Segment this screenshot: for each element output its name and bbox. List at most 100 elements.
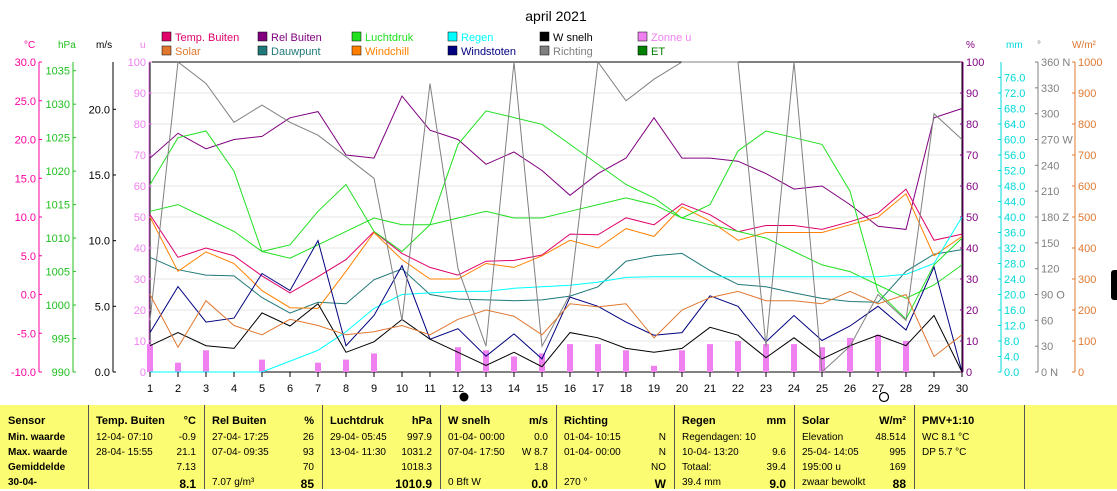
- hpa-axis-unit: hPa: [58, 40, 76, 51]
- pct-tick-label: 40: [966, 243, 978, 255]
- legend-swatch: [161, 31, 172, 42]
- stats-cell-label: WC 8.1 °C: [922, 432, 970, 443]
- stats-section: Temp. Buiten °C 12-04- 07:10 -0.9 28-04- 15:…: [88, 405, 205, 491]
- stats-cell-label: 25-04- 14:05: [802, 447, 859, 458]
- stats-cell-label: 10-04- 13:20: [682, 447, 739, 458]
- stats-cell-label: Totaal:: [682, 462, 712, 473]
- sun-hours-bar: [707, 344, 713, 372]
- stats-cell-value: 995: [889, 447, 906, 458]
- sun-hours-bar: [791, 344, 797, 372]
- u-tick-label: 0: [140, 367, 146, 379]
- legend-swatch: [351, 31, 362, 42]
- temp-tick-label: -10.0: [11, 367, 36, 379]
- mm-tick-label: 40.0: [1004, 212, 1025, 224]
- wm2-tick-label: 400: [1078, 243, 1096, 255]
- stats-cell-value: 21.1: [176, 447, 196, 458]
- stats-cell-value: N: [658, 432, 666, 443]
- x-tick-label: 17: [592, 383, 604, 395]
- sun-hours-bar: [315, 362, 321, 372]
- wm2-tick-label: 700: [1078, 150, 1096, 162]
- sun-hours-bar: [371, 353, 377, 372]
- ms-tick-label: 0.0: [95, 367, 110, 379]
- sun-hours-bar: [343, 359, 349, 372]
- sun-hours-bar: [259, 359, 265, 372]
- stats-cell-label: Min. waarde: [8, 432, 66, 443]
- legend-swatch: [637, 45, 648, 56]
- stats-cell-value: 0.0: [531, 477, 548, 491]
- stats-cell-label: 01-04- 00:00: [448, 432, 505, 443]
- chart-axes: °C 30.0 25.0 20.0 15.0 10.0 5.0 0.0 -5.0 -10.0 hPa…: [11, 40, 1103, 379]
- chart-series: [149, 60, 963, 374]
- wm2-tick-label: 900: [1078, 88, 1096, 100]
- stats-cell-value: NO: [651, 462, 666, 473]
- stats-cell-value: N: [658, 447, 666, 458]
- temp-axis-unit: °C: [24, 40, 35, 51]
- hpa-tick-label: 1030: [46, 99, 70, 111]
- x-tick-label: 27: [872, 383, 884, 395]
- mm-tick-label: 16.0: [1004, 305, 1025, 317]
- stats-cell-value: 1.8: [534, 462, 548, 473]
- legend-label: Richting: [553, 46, 593, 58]
- wm2-tick-label: 200: [1078, 305, 1096, 317]
- stats-cell-value: 26: [302, 432, 314, 443]
- x-tick-label: 25: [816, 383, 828, 395]
- hpa-tick-label: 1015: [46, 200, 70, 212]
- deg-tick-label: 360 N: [1041, 57, 1070, 69]
- stats-section-header: Rel Buiten: [212, 415, 267, 427]
- deg-tick-label: 300: [1041, 109, 1059, 121]
- chart-legend: Temp. Buiten Solar Rel Buiten Dauwpunt Lucht…: [161, 31, 691, 58]
- wm2-tick-label: 100: [1078, 336, 1096, 348]
- mm-tick-label: 60.0: [1004, 135, 1025, 147]
- u-tick-label: 80: [134, 119, 146, 131]
- x-tick-label: 3: [203, 383, 209, 395]
- stats-cell-label: DP 5.7 °C: [922, 447, 967, 458]
- stats-cell-value: W: [654, 477, 666, 491]
- stats-cell-label: 0 Bft W: [448, 477, 481, 488]
- stats-section: Richting 01-04- 10:15 N 01-04- 00:00 N NO 270 …: [556, 405, 675, 491]
- mm-tick-label: 32.0: [1004, 243, 1025, 255]
- side-tab-icon[interactable]: [1111, 270, 1117, 300]
- u-tick-label: 30: [134, 274, 146, 286]
- x-tick-label: 26: [844, 383, 856, 395]
- x-tick-label: 13: [480, 383, 492, 395]
- weather-chart: °C30.025.020.015.010.05.00.0-5.0-10.0hPa…: [11, 8, 1103, 403]
- stats-cell-value: 70: [302, 462, 314, 473]
- ms-tick-label: 10.0: [89, 236, 110, 248]
- sun-hours-bar: [539, 353, 545, 372]
- wm2-axis-unit: W/m²: [1072, 40, 1097, 51]
- series-line-windchill: [149, 192, 963, 309]
- series-line-windstoten: [149, 239, 963, 373]
- sun-hours-bar: [651, 365, 657, 372]
- stats-section-header: Regen: [682, 415, 716, 427]
- legend-swatch: [539, 45, 550, 56]
- full-moon-icon: [878, 391, 890, 403]
- pct-tick-label: 20: [966, 305, 978, 317]
- stats-cell-label: zwaar bewolkt: [802, 477, 866, 488]
- hpa-tick-label: 995: [52, 334, 70, 346]
- stats-section-header: Luchtdruk: [330, 415, 384, 427]
- stats-cell-value: 9.6: [772, 447, 786, 458]
- mm-tick-label: 48.0: [1004, 181, 1025, 193]
- stats-cell-label: Regendagen: 10: [682, 432, 756, 443]
- pct-tick-label: 60: [966, 181, 978, 193]
- stats-cell-label: 07-04- 17:50: [448, 447, 505, 458]
- mm-tick-label: 44.0: [1004, 197, 1025, 209]
- pct-tick-label: 0: [966, 367, 972, 379]
- legend-label: Zonne u: [651, 32, 691, 44]
- legend-label: W snelh: [553, 32, 593, 44]
- x-tick-label: 21: [704, 383, 716, 395]
- pct-tick-label: 30: [966, 274, 978, 286]
- temp-tick-label: 0.0: [21, 290, 36, 302]
- stats-cell-value: -0.9: [178, 432, 196, 443]
- temp-tick-label: -5.0: [17, 328, 36, 340]
- stats-section: Rel Buiten% 27-04- 17:25 26 07-04- 09:35 93 7…: [204, 405, 323, 491]
- stats-section: Luchtdruk hPa 29-04- 05:45 997.9 13-04- 11:3…: [322, 405, 441, 491]
- legend-label: Rel Buiten: [271, 32, 322, 44]
- stats-cell-value: 997.9: [406, 432, 432, 443]
- deg-tick-label: 210: [1041, 186, 1059, 198]
- hpa-tick-label: 1020: [46, 166, 70, 178]
- mm-tick-label: 0.0: [1004, 367, 1019, 379]
- stats-section: Regen mm Regendagen: 10 10-04- 13:20 9.6 Tota…: [674, 405, 795, 491]
- x-tick-label: 20: [676, 383, 688, 395]
- deg-tick-label: 150: [1041, 238, 1059, 250]
